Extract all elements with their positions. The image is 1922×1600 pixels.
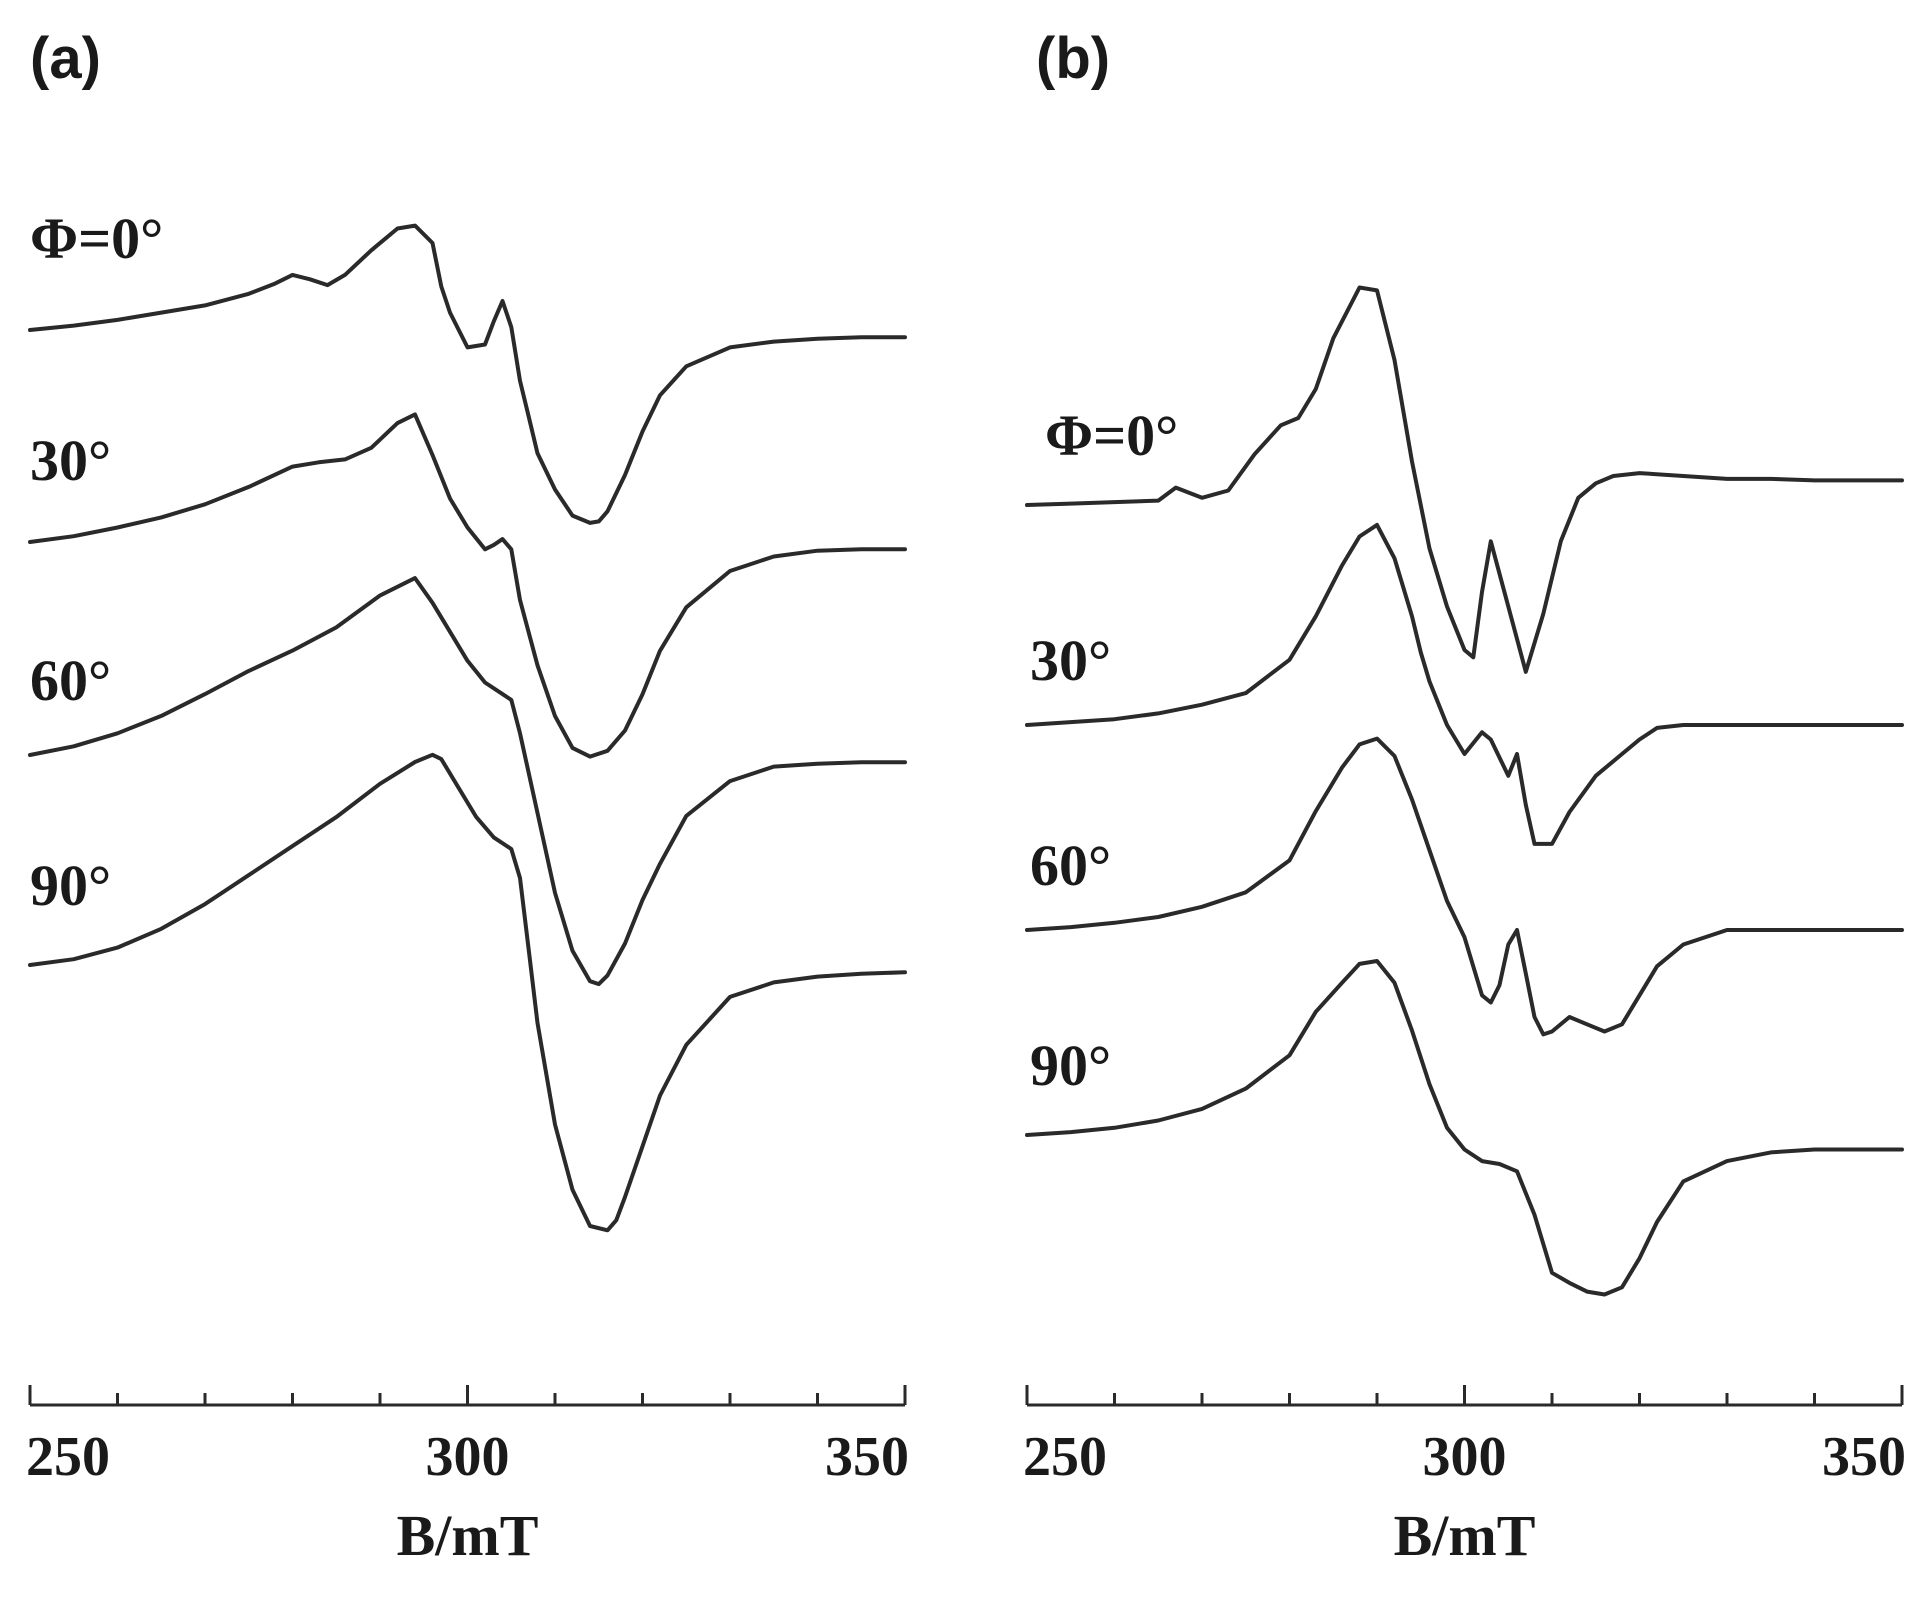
epr-trace-90deg bbox=[1025, 959, 1904, 1297]
epr-trace-90deg bbox=[28, 752, 907, 1233]
curve-label: 30° bbox=[30, 428, 111, 493]
x-axis-title: B/mT bbox=[397, 1503, 539, 1568]
x-tick-label: 300 bbox=[1423, 1426, 1507, 1488]
curve-label: 90° bbox=[1030, 1033, 1111, 1098]
x-tick-label: 250 bbox=[1023, 1426, 1107, 1488]
curve-label: 60° bbox=[1030, 833, 1111, 898]
epr-trace-30deg bbox=[28, 412, 907, 759]
curve-label: 30° bbox=[1030, 628, 1111, 693]
curve-label: Φ=0° bbox=[1045, 403, 1178, 468]
epr-trace-60deg bbox=[1025, 736, 1904, 1037]
curve-label: 90° bbox=[30, 853, 111, 918]
x-axis-title: B/mT bbox=[1394, 1503, 1536, 1568]
x-tick-label: 250 bbox=[26, 1426, 110, 1488]
curve-label: Φ=0° bbox=[30, 206, 163, 271]
x-tick-label: 300 bbox=[426, 1426, 510, 1488]
epr-trace-phi-0 bbox=[28, 223, 907, 525]
panel-label: (a) bbox=[30, 26, 101, 91]
panel-a: (a) Φ=0° 30° 60° 90° 250 300 350 B/mT bbox=[26, 26, 909, 1568]
epr-trace-60deg bbox=[28, 576, 907, 987]
x-tick-label: 350 bbox=[1822, 1426, 1906, 1488]
epr-trace-30deg bbox=[1025, 522, 1904, 846]
panel-label: (b) bbox=[1036, 26, 1110, 91]
epr-trace-phi-0 bbox=[1025, 285, 1904, 674]
x-tick-label: 350 bbox=[825, 1426, 909, 1488]
panel-b: (b) Φ=0° 30° 60° 90° 250 300 350 B/mT bbox=[1023, 26, 1906, 1568]
curve-label: 60° bbox=[30, 648, 111, 713]
